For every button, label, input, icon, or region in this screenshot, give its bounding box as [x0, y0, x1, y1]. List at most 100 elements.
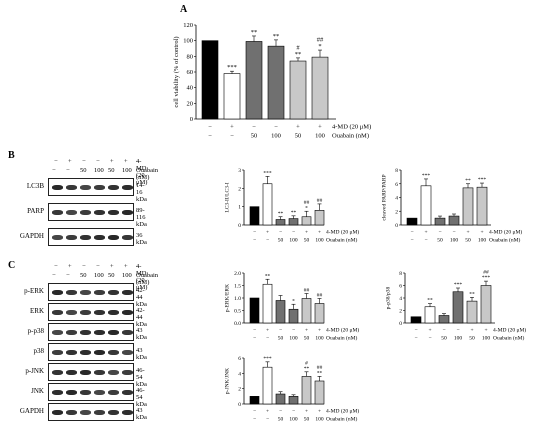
significance-label: **: [427, 298, 433, 304]
ouabain-treatment: −: [428, 336, 431, 342]
blot-band: [66, 209, 77, 215]
blot-band: [80, 409, 91, 415]
significance-label: ##: [483, 270, 489, 276]
blot-strip: [48, 228, 134, 246]
y-tick-label: 4: [395, 196, 398, 202]
significance-label: *: [292, 298, 295, 304]
ouabain-treatment: −: [230, 133, 234, 140]
significance-label: ##: [317, 198, 323, 204]
blot-ouabain-treatment: 50: [80, 167, 87, 174]
md-treatment: +: [428, 328, 431, 334]
blot-band: [80, 389, 91, 395]
blot-kda-label: 14-16 kDa: [136, 182, 147, 203]
blot-ouabain-treatment: 50: [108, 167, 115, 174]
bar: [301, 376, 312, 405]
ouabain-treatment: 50: [278, 417, 284, 423]
ouabain-treatment: 100: [271, 133, 281, 140]
ouabain-treatment: −: [266, 417, 269, 423]
y-tick-label: 0.0: [234, 321, 241, 327]
significance-label: **: [295, 51, 302, 58]
md-label: 4-MD (20 μM): [489, 229, 522, 236]
bar: [314, 380, 325, 405]
bar: [452, 291, 464, 324]
bar: [314, 210, 325, 226]
ouabain-label: Ouabain (nM): [332, 133, 369, 140]
bar: [262, 283, 273, 324]
ouabain-treatment: 50: [295, 133, 302, 140]
blot-band: [94, 329, 105, 335]
bar: [201, 40, 219, 120]
ouabain-treatment: 100: [315, 336, 324, 342]
y-tick-label: 0: [399, 321, 402, 327]
blot-band: [80, 349, 91, 355]
md-treatment: +: [266, 409, 269, 415]
md-treatment: +: [484, 328, 487, 334]
blot-kda-label: 42-44 kDa: [136, 287, 147, 308]
significance-label: ***: [482, 275, 491, 281]
significance-label: **: [251, 29, 258, 36]
md-treatment: −: [208, 124, 212, 131]
y-tick-label: 6: [399, 284, 402, 290]
y-tick-label: 3: [238, 168, 241, 174]
md-treatment: −: [438, 230, 441, 236]
ouabain-treatment: −: [253, 336, 256, 342]
y-tick-label: 2: [238, 387, 241, 393]
ouabain-treatment: −: [424, 238, 427, 244]
md-treatment: +: [266, 328, 269, 334]
significance-label: *: [318, 43, 321, 50]
blot-ouabain-treatment: 50: [108, 272, 115, 279]
bar: [249, 206, 260, 226]
bar: [406, 217, 418, 226]
blot-band: [52, 289, 63, 295]
blot-protein-label: GAPDH: [19, 407, 44, 415]
ouabain-label: Ouabain (nM): [326, 335, 357, 342]
blot-band: [52, 309, 63, 315]
ouabain-treatment: 100: [289, 417, 298, 423]
y-tick-label: 8: [395, 168, 398, 174]
blot-md-treatment: −: [54, 158, 58, 165]
panel-label-b: B: [8, 150, 15, 161]
panel-label-c: C: [8, 260, 16, 271]
blot-band: [122, 209, 133, 215]
blot-band: [108, 349, 119, 355]
significance-label: ##: [304, 200, 310, 206]
blot-band: [52, 234, 63, 240]
y-tick-label: 120: [183, 22, 193, 29]
blot-band: [80, 234, 91, 240]
bar: [289, 60, 307, 120]
blot-band: [122, 329, 133, 335]
blot-band: [94, 309, 105, 315]
md-label: 4-MD (20 μM): [332, 124, 371, 131]
y-axis-label: p-p38/p38: [386, 286, 392, 309]
blot-md-treatment: −: [96, 263, 100, 270]
md-treatment: −: [253, 230, 256, 236]
ouabain-treatment: 100: [478, 238, 487, 244]
ouabain-treatment: −: [208, 133, 212, 140]
y-tick-label: 6: [395, 182, 398, 188]
blot-band: [52, 329, 63, 335]
md-treatment: −: [253, 409, 256, 415]
blot-band: [66, 349, 77, 355]
blot-ouabain-treatment: −: [52, 167, 56, 174]
chart-c-pjnk: 0246p-JNK/JNK−−***+−−50−100#**+50##**+10…: [225, 356, 360, 423]
blot-protein-label: PARP: [27, 207, 44, 215]
blot-band: [52, 184, 63, 190]
md-label: 4-MD (20 μM): [326, 408, 359, 415]
blot-band: [66, 409, 77, 415]
bar: [249, 396, 260, 405]
y-tick-label: 2: [238, 186, 241, 192]
bar: [462, 187, 474, 226]
blot-strip: [48, 363, 134, 381]
blot-protein-label: LC3B: [26, 182, 44, 190]
blot-band: [108, 389, 119, 395]
md-treatment: +: [318, 124, 322, 131]
y-tick-label: 2.0: [234, 271, 241, 277]
ouabain-treatment: 50: [278, 238, 284, 244]
bar: [301, 298, 312, 324]
y-tick-label: 0: [238, 223, 241, 229]
md-treatment: −: [274, 124, 278, 131]
y-tick-label: 20: [187, 100, 194, 107]
y-tick-label: 60: [187, 69, 194, 76]
chart-c-pp38: 02468p-p38/p38−−**+−−50***−100**+50##***…: [386, 270, 527, 342]
ouabain-treatment: 100: [450, 238, 459, 244]
